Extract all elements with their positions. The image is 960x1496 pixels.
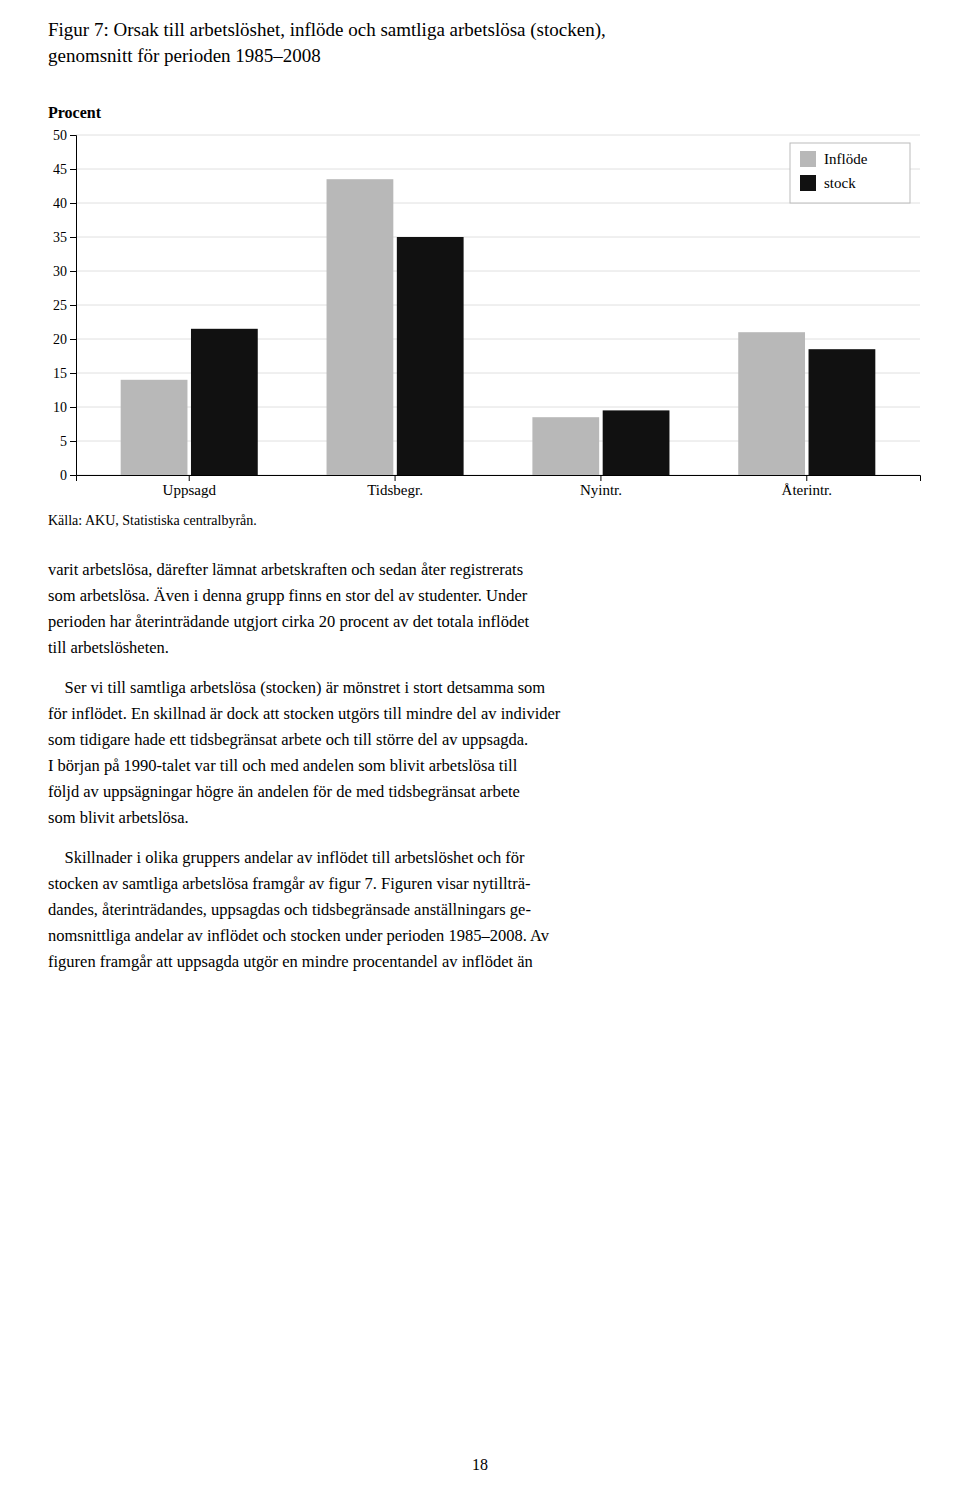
y-tick: 40	[53, 196, 76, 211]
body-text: Skillnader i olika gruppers andelar av i…	[48, 848, 525, 867]
body-text: för inflödet. En skillnad är dock att st…	[48, 704, 561, 723]
body-text: följd av uppsägningar högre än andelen f…	[48, 782, 520, 801]
y-tick-label: 40	[53, 196, 67, 211]
y-tick: 10	[53, 400, 76, 415]
y-tick-label: 30	[53, 264, 67, 279]
body-text: perioden har återinträdande utgjort cirk…	[48, 612, 529, 631]
x-tick-label: Återintr.	[782, 482, 832, 498]
body-text: Ser vi till samtliga arbetslösa (stocken…	[48, 678, 545, 697]
grid-line	[76, 271, 920, 272]
y-tick: 50	[53, 128, 76, 143]
y-tick: 30	[53, 264, 76, 279]
y-tick-mark	[70, 237, 76, 238]
x-tick-mark	[600, 475, 601, 481]
body-text: som blivit arbetslösa.	[48, 808, 189, 827]
bar	[191, 329, 258, 475]
y-tick-mark	[70, 271, 76, 272]
page: Figur 7: Orsak till arbetslöshet, inflöd…	[0, 0, 960, 1496]
legend-box	[790, 143, 910, 203]
grid-line	[76, 237, 920, 238]
y-tick-label: 0	[60, 468, 67, 483]
y-tick-label: 10	[53, 400, 67, 415]
body-text: stocken av samtliga arbetslösa framgår a…	[48, 874, 530, 893]
body-text: som tidigare hade ett tidsbegränsat arbe…	[48, 730, 528, 749]
y-tick-label: 5	[60, 434, 67, 449]
x-tick-label: Tidsbegr.	[367, 482, 423, 498]
x-tick-label: Uppsagd	[163, 482, 217, 498]
y-tick: 35	[53, 230, 76, 245]
y-tick-label: 15	[53, 366, 67, 381]
y-tick-label: 45	[53, 162, 67, 177]
bar	[603, 410, 670, 475]
y-tick-mark	[70, 339, 76, 340]
y-axis-label: Procent	[48, 104, 102, 121]
y-tick-mark	[70, 441, 76, 442]
y-axis-line	[70, 136, 77, 476]
page-number: 18	[472, 1456, 488, 1473]
bar-series	[191, 237, 875, 475]
legend: Inflöde stock	[790, 143, 910, 203]
bar-series	[121, 179, 805, 475]
y-tick-mark	[70, 407, 76, 408]
y-tick-label: 35	[53, 230, 67, 245]
y-tick: 20	[53, 332, 76, 347]
body-text: till arbetslösheten.	[48, 638, 169, 657]
bar	[327, 179, 394, 475]
body-text: figuren framgår att uppsagda utgör en mi…	[48, 952, 533, 971]
plot: 0 5 10 15 20 25 30 35 40 45 50 Uppsagd Tidsbegr. Nyin…	[53, 128, 921, 498]
bar	[809, 349, 876, 475]
y-tick-label: 20	[53, 332, 67, 347]
body-text: varit arbetslösa, därefter lämnat arbets…	[48, 560, 523, 579]
legend-label: stock	[824, 175, 856, 191]
x-tick-mark	[189, 475, 190, 481]
body-text: I början på 1990-talet var till och med …	[48, 756, 518, 775]
grid-line	[76, 135, 920, 136]
body-text: nomsnittliga andelar av inflödet och sto…	[48, 926, 550, 945]
bar	[532, 417, 599, 475]
y-tick-mark	[70, 169, 76, 170]
y-axis: 0 5 10 15 20 25 30 35 40 45 50	[53, 128, 77, 483]
y-tick: 25	[53, 298, 76, 313]
y-tick-mark	[70, 373, 76, 374]
y-tick: 5	[60, 434, 76, 449]
bars	[121, 179, 876, 475]
legend-swatch	[800, 151, 816, 167]
y-tick-label: 25	[53, 298, 67, 313]
y-tick: 45	[53, 162, 76, 177]
legend-label: Inflöde	[824, 151, 868, 167]
grid-line	[76, 305, 920, 306]
y-tick: 0	[60, 468, 76, 483]
x-tick: Tidsbegr.	[367, 475, 423, 498]
bar	[738, 332, 805, 475]
x-tick: Återintr.	[782, 475, 832, 498]
body-text: dandes, återinträdandes, uppsagdas och t…	[48, 900, 531, 919]
legend-swatch	[800, 175, 816, 191]
y-tick-mark	[70, 203, 76, 204]
body-text: som arbetslösa. Även i denna grupp finns…	[48, 586, 528, 605]
x-tick: Nyintr.	[580, 475, 622, 498]
bar	[121, 380, 188, 475]
title: genomsnitt för perioden 1985–2008	[48, 45, 321, 66]
y-tick-label: 50	[53, 128, 67, 143]
x-axis: Uppsagd Tidsbegr. Nyintr. Återintr.	[77, 475, 921, 498]
x-tick-label: Nyintr.	[580, 482, 622, 498]
x-axis-line	[77, 476, 921, 482]
source: Källa: AKU, Statistiska centralbyrån.	[48, 513, 257, 528]
x-tick: Uppsagd	[163, 475, 217, 498]
y-tick: 15	[53, 366, 76, 381]
y-tick-mark	[70, 305, 76, 306]
y-tick-mark	[70, 475, 76, 476]
bar	[397, 237, 464, 475]
grid	[76, 135, 920, 475]
x-tick-mark	[806, 475, 807, 481]
x-tick-mark	[395, 475, 396, 481]
title: Figur 7: Orsak till arbetslöshet, inflöd…	[48, 19, 606, 41]
y-tick-mark	[70, 135, 76, 136]
